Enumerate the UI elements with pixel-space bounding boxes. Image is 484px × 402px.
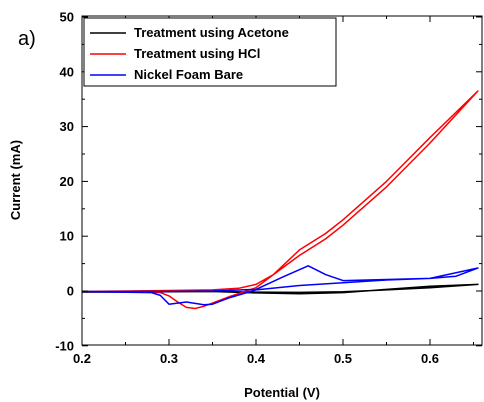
plot-frame [81, 15, 483, 346]
x-tick-label: 0.3 [160, 351, 178, 366]
y-tick-label: 30 [60, 119, 74, 134]
x-tick-label: 0.4 [247, 351, 266, 366]
series-line-3 [82, 265, 479, 306]
x-tick-label: 0.5 [334, 351, 352, 366]
x-tick-label: 0.6 [421, 351, 439, 366]
y-tick-label: 0 [67, 284, 74, 299]
x-axis-title: Potential (V) [244, 385, 320, 400]
y-axis-title: Current (mA) [8, 140, 23, 220]
y-tick-label: 40 [60, 64, 74, 79]
legend-label-3: Nickel Foam Bare [134, 67, 243, 82]
legend-label-1: Treatment using Acetone [134, 25, 289, 40]
panel-label: a) [18, 28, 36, 50]
y-tick-label: 50 [60, 10, 74, 25]
legend: Treatment using Acetone Treatment using H… [83, 17, 337, 87]
y-tick-label: 10 [60, 229, 74, 244]
x-tick-label: 0.2 [73, 351, 91, 366]
ticks-layer: 0.2 0.3 0.4 0.5 0.6 -10 0 10 20 30 40 50 [55, 10, 482, 366]
y-tick-label: 20 [60, 174, 74, 189]
y-tick-label: -10 [55, 338, 74, 353]
legend-label-2: Treatment using HCl [134, 46, 260, 61]
series-layer [82, 90, 479, 310]
series-line-2 [82, 90, 479, 310]
